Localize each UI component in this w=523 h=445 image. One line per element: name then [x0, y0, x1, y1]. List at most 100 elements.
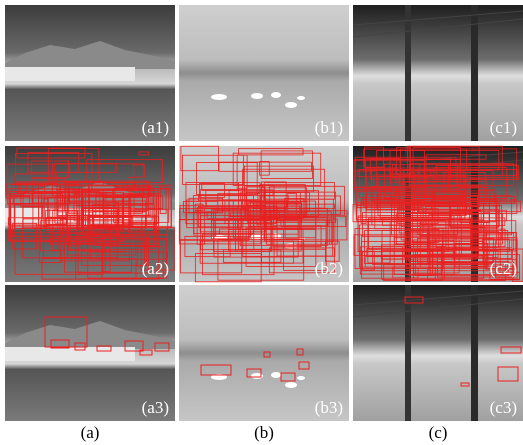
detection-box	[405, 229, 440, 243]
detection-box	[201, 182, 240, 191]
detection-box	[377, 176, 467, 216]
detection-box	[298, 361, 310, 370]
detection-box	[74, 342, 86, 351]
detection-box	[194, 203, 204, 211]
detection-box	[365, 167, 461, 201]
detection-box	[196, 162, 258, 195]
detection-box	[284, 205, 301, 239]
detection-box	[12, 195, 30, 206]
detection-box	[259, 160, 270, 176]
detection-box	[38, 196, 123, 227]
detection-box	[67, 184, 82, 214]
detection-box	[452, 248, 513, 259]
detection-box	[199, 189, 266, 233]
detection-box	[44, 316, 88, 348]
detection-box	[7, 217, 78, 242]
detection-box	[180, 239, 243, 274]
detection-box	[180, 145, 219, 172]
detection-box	[200, 364, 232, 376]
panel: (b3)	[179, 285, 349, 421]
detection-box	[159, 185, 167, 214]
panel-label: (b3)	[315, 398, 343, 417]
detection-box	[400, 212, 433, 227]
panel-label: (a1)	[142, 118, 169, 137]
detection-box	[22, 205, 43, 219]
detection-box	[75, 242, 160, 280]
detection-box	[265, 211, 332, 245]
detection-box	[50, 237, 89, 245]
detection-box	[325, 240, 340, 262]
detection-box	[263, 182, 335, 200]
detection-box	[32, 192, 116, 229]
detection-box	[296, 348, 304, 356]
detection-box	[57, 200, 147, 213]
panel: (a3)	[5, 285, 175, 421]
detection-box	[247, 202, 303, 223]
detection-box	[243, 165, 314, 193]
detection-box	[239, 207, 328, 246]
detection-box	[186, 199, 242, 229]
detection-box	[485, 258, 518, 270]
detection-box	[59, 219, 130, 262]
detection-box	[238, 148, 304, 156]
detection-box	[460, 382, 470, 387]
detection-box	[264, 192, 301, 205]
detection-box	[38, 235, 62, 263]
detection-box	[426, 232, 473, 263]
detection-box	[102, 188, 143, 214]
detection-box	[263, 351, 271, 358]
detection-box	[443, 172, 486, 194]
detection-box	[404, 296, 424, 304]
detection-box	[122, 192, 159, 225]
detection-box	[406, 145, 503, 177]
detection-box	[368, 217, 471, 250]
detection-box	[328, 218, 338, 245]
detection-box	[399, 172, 416, 211]
detection-box	[483, 212, 490, 255]
detection-box	[359, 246, 442, 275]
panel-label: (a3)	[142, 398, 169, 417]
detection-box	[20, 183, 62, 208]
detection-box	[497, 366, 519, 382]
detection-box	[437, 261, 515, 278]
detection-box	[367, 220, 391, 264]
detection-box	[138, 151, 150, 156]
detection-box	[352, 203, 472, 223]
detection-box	[242, 217, 336, 257]
detection-box	[199, 240, 295, 264]
panel: (c1)	[353, 5, 523, 141]
detection-box	[268, 247, 335, 274]
column-label: (c)	[429, 423, 448, 442]
detection-box	[263, 210, 348, 241]
detection-box	[50, 339, 70, 349]
detection-box	[280, 372, 296, 382]
panel: (b2)	[178, 145, 349, 283]
detection-box	[389, 150, 425, 183]
detection-box	[259, 183, 306, 218]
panel: (a1)	[5, 5, 175, 141]
panel: (c3)	[353, 285, 523, 421]
detection-box	[272, 225, 322, 247]
detection-box	[193, 195, 254, 234]
detection-box	[354, 228, 444, 269]
detection-box	[417, 200, 522, 213]
detection-box	[357, 216, 449, 252]
detection-box	[356, 201, 423, 208]
detection-box	[42, 198, 49, 228]
detection-box	[86, 159, 163, 183]
detection-box	[56, 180, 149, 217]
detection-box	[9, 191, 101, 234]
detection-box	[358, 169, 465, 199]
detection-box	[500, 346, 522, 354]
detection-box	[45, 217, 67, 225]
panel-label: (b2)	[315, 259, 343, 278]
detection-box	[93, 216, 155, 246]
detection-box	[103, 191, 125, 230]
panel: (b1)	[179, 5, 349, 141]
detection-box	[366, 248, 479, 258]
detection-box	[223, 249, 282, 263]
column-label: (b)	[254, 423, 274, 442]
detection-box	[402, 180, 485, 186]
detection-box	[43, 241, 119, 258]
